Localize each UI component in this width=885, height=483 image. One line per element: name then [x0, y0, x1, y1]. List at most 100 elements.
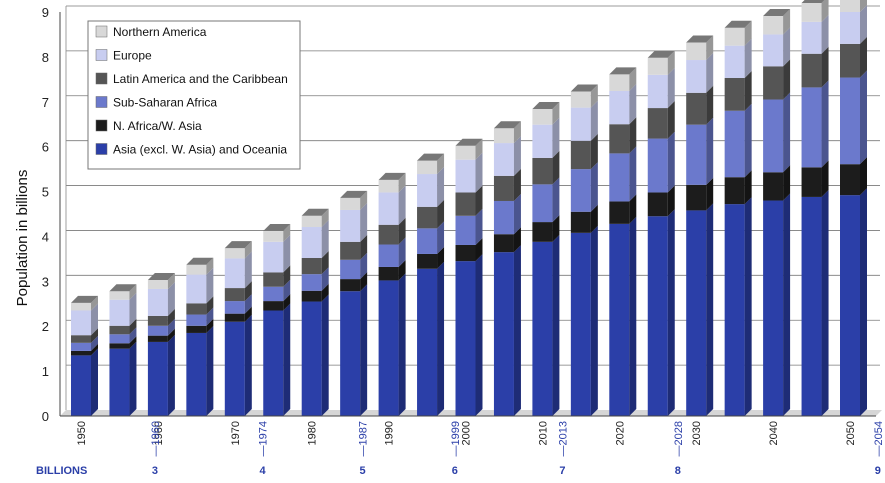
bar-segment-side [629, 117, 637, 154]
bar-segment-side [706, 177, 714, 211]
bar-segment [724, 204, 745, 416]
bar-segment [71, 350, 91, 356]
bar-segment-side [129, 284, 137, 300]
bar-segment-side [167, 308, 175, 326]
bar-segment-side [244, 294, 252, 314]
y-tick-label: 8 [42, 50, 49, 65]
bar-segment-side [513, 193, 521, 235]
bar-segment-side [860, 0, 867, 12]
bar-segment [109, 348, 130, 416]
bar-segment [109, 299, 130, 326]
bar-segment [493, 143, 514, 176]
y-tick-label: 4 [42, 229, 49, 244]
bar-segment [147, 335, 168, 342]
x-tick-label: 2010 [537, 421, 549, 445]
milestone-billions-value: 5 [359, 465, 365, 477]
bar-segment [801, 21, 822, 54]
bar-stack-2005 [493, 121, 521, 416]
bar-segment [455, 192, 476, 216]
bar-segment [340, 197, 361, 210]
bar-segment [647, 192, 668, 217]
bar-segment [801, 196, 822, 416]
bar-segment [340, 279, 361, 292]
legend-box [87, 20, 301, 170]
milestone-billions-value: 3 [152, 465, 158, 477]
bar-segment [724, 45, 745, 78]
bar-segment [801, 3, 822, 22]
bar-segment-side [706, 203, 714, 416]
bar-segment [609, 91, 630, 125]
bar-segment-side [321, 220, 329, 258]
milestones-label: BILLIONS [36, 465, 87, 477]
bar-segment-side [244, 314, 252, 416]
bar-segment-side [360, 202, 368, 242]
bar-segment [301, 301, 322, 416]
bar-stack-1980 [301, 208, 329, 416]
bar-segment [224, 301, 245, 314]
bar-segment-side [244, 241, 252, 259]
bar-segment-side [91, 348, 98, 416]
bar-top [570, 84, 598, 92]
bar-segment-side [744, 20, 752, 46]
bar-segment-side [783, 9, 791, 35]
bar-segment [301, 227, 322, 258]
bar-top [647, 50, 675, 58]
bar-segment-side [398, 172, 406, 193]
bar-segment-side [206, 257, 214, 275]
bar-segment-side [91, 328, 98, 343]
bar-stack-1955 [109, 284, 137, 416]
bar-top [763, 9, 791, 17]
bar-segment [455, 215, 476, 245]
milestone-year-label: —2028 [673, 421, 685, 456]
bar-segment-side [398, 273, 406, 416]
bar-segment [763, 34, 784, 67]
axis-layer: 0 1 2 3 4 5 6 7 8 9 1950 1960 1970 1980 1990 2000 2010 20… [42, 5, 885, 477]
bar-segment-side [321, 294, 329, 416]
bar-segment [532, 222, 553, 242]
legend-entry-label: Northern America [113, 25, 207, 39]
bar-segment-side [167, 328, 175, 342]
bar-segment [147, 288, 168, 316]
bar-segment [147, 279, 168, 289]
bar-segment [609, 201, 630, 224]
bar-segment-side [475, 185, 483, 216]
bar-segment-side [437, 153, 445, 175]
bar-segment-side [590, 84, 598, 108]
bar-segment [224, 321, 245, 416]
bar-segment [71, 335, 91, 343]
bar-segment [71, 342, 91, 351]
bar-stack-1975 [263, 224, 291, 416]
y-tick-label: 9 [42, 5, 49, 20]
bar-segment-side [129, 327, 137, 344]
bar-top [724, 20, 752, 28]
bar-segment [109, 325, 130, 335]
bar-segment [493, 128, 514, 144]
bar-segment [724, 27, 745, 46]
bar-segment-side [667, 209, 675, 416]
bar-segment-side [821, 80, 829, 168]
milestone-billions-value: 8 [675, 465, 681, 477]
milestone-billions-value: 7 [559, 465, 565, 477]
bar-segment-side [206, 267, 214, 304]
bar-segment-side [437, 246, 445, 269]
bar-segment-side [860, 157, 867, 196]
bar-stack-2025 [647, 50, 675, 416]
bar-segment [493, 200, 514, 235]
bar-segment-side [283, 224, 291, 242]
bar-segment [378, 192, 399, 225]
bar-segment-side [437, 199, 445, 229]
x-tick-label: 1990 [384, 421, 396, 445]
bar-segment-side [821, 160, 829, 197]
milestone-billions-value: 4 [259, 465, 266, 477]
bar-segment-side [629, 146, 637, 202]
x-tick-label: 2040 [768, 421, 780, 445]
bar-top [109, 284, 137, 292]
bar-segment [609, 153, 630, 202]
bar-segment-side [744, 197, 752, 416]
legend-swatch [95, 72, 108, 85]
bar-segment [840, 77, 860, 165]
bar-segment-side [206, 318, 214, 333]
bar-segment [801, 167, 822, 197]
bars-layer [71, 0, 867, 416]
bar-segment-side [167, 281, 175, 316]
